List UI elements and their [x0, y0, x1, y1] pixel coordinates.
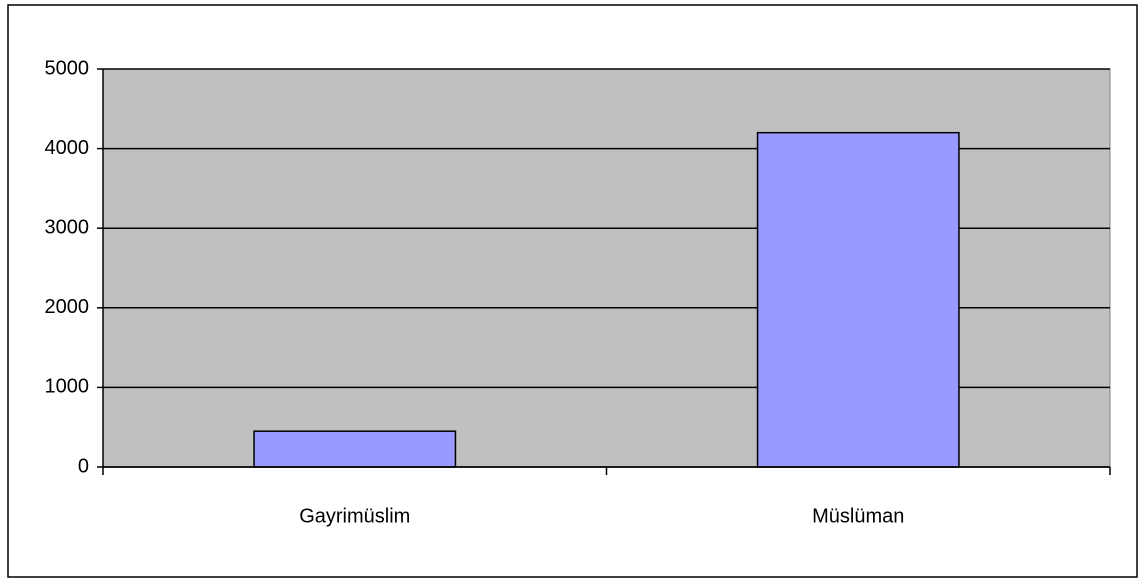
y-tick-label: 4000 — [45, 137, 90, 159]
bar — [253, 430, 457, 468]
y-tick-label: 5000 — [45, 57, 90, 79]
y-tick-label: 1000 — [45, 376, 90, 398]
bar — [756, 131, 960, 468]
x-tick-label: Müslüman — [812, 505, 904, 527]
y-tick-label: 0 — [78, 455, 89, 477]
x-tick-label: Gayrimüslim — [299, 505, 410, 527]
y-tick-label: 2000 — [45, 296, 90, 318]
y-tick-label: 3000 — [45, 216, 90, 238]
